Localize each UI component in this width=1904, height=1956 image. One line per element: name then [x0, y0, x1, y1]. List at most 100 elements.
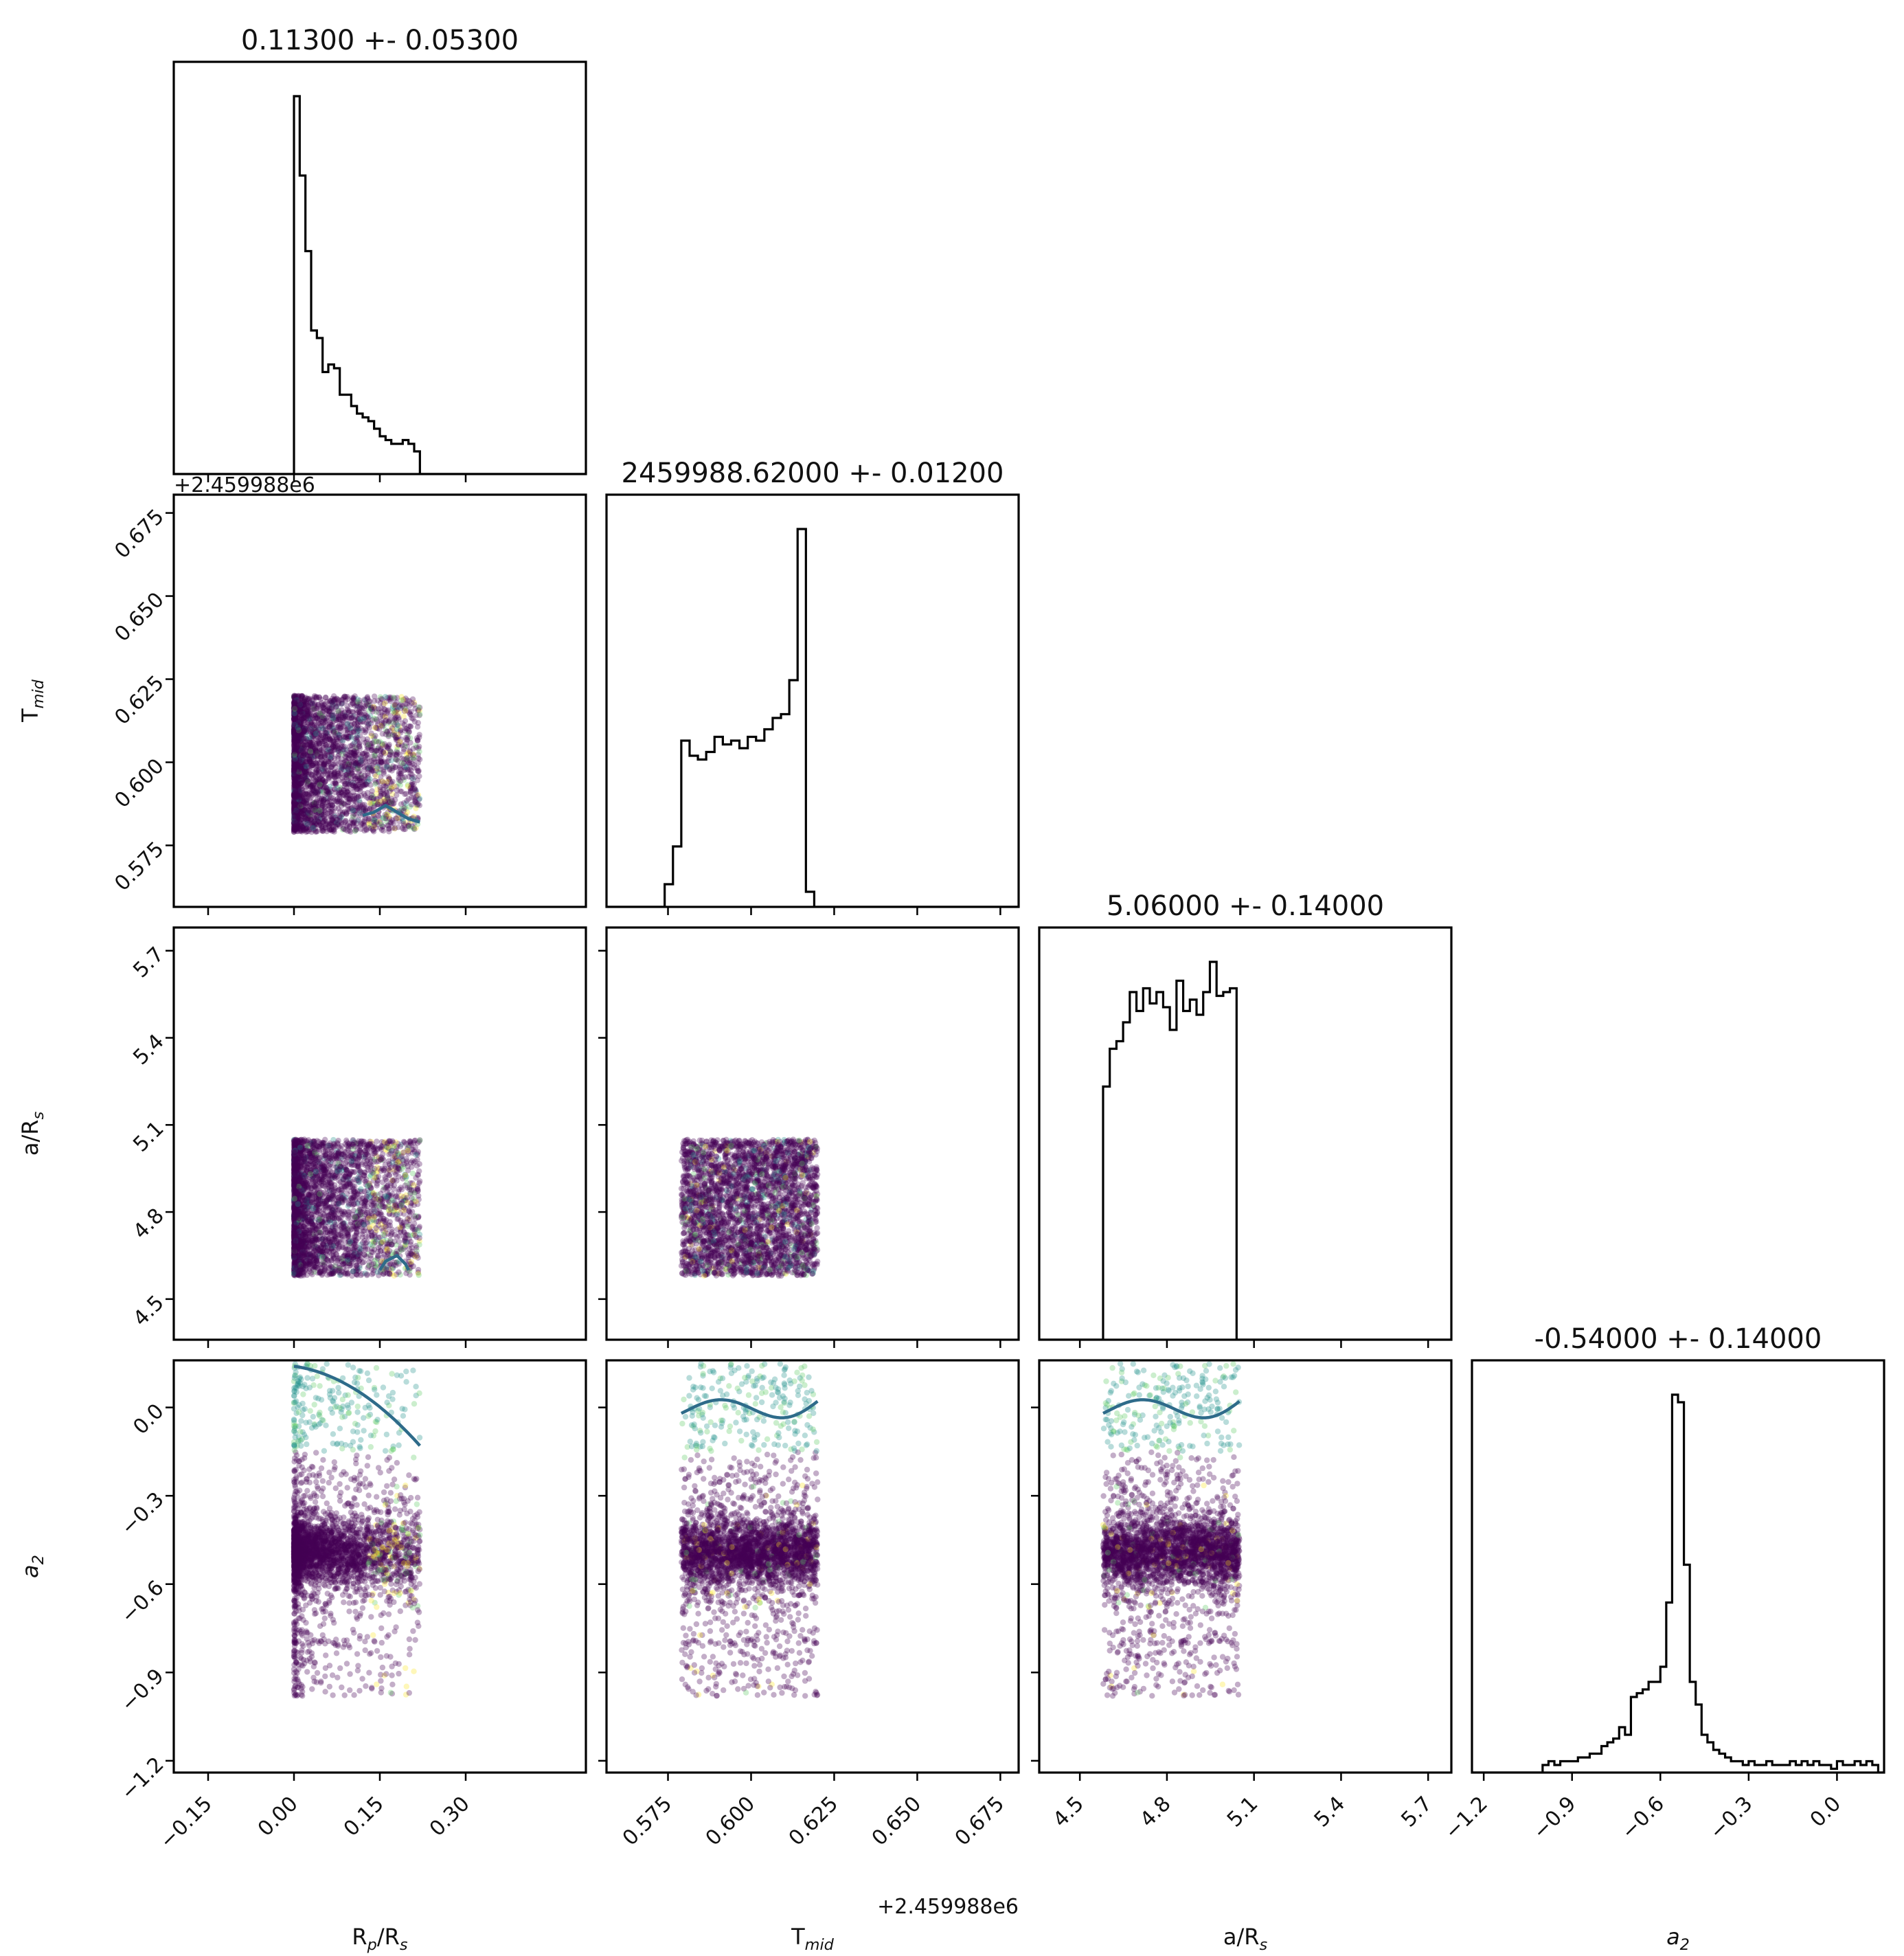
sample-point [295, 772, 302, 778]
sample-point [359, 761, 365, 767]
sample-point [294, 730, 300, 737]
sample-point [291, 810, 297, 817]
sample-point [291, 761, 297, 767]
sample-point [295, 710, 301, 717]
sample-point [407, 739, 413, 746]
sample-point [350, 741, 356, 747]
sample-point [299, 773, 306, 780]
sample-point [315, 779, 321, 785]
sample-point [368, 706, 374, 712]
sample-point [324, 785, 330, 791]
sample-point [405, 750, 411, 757]
sample-point [381, 720, 387, 726]
sample-point [319, 787, 325, 794]
sample-point [356, 710, 363, 716]
sample-point [344, 789, 350, 795]
sample-point [377, 787, 383, 793]
sample-point [303, 787, 309, 794]
sample-point [374, 719, 381, 725]
sample-point [296, 776, 303, 783]
sample-point [354, 726, 361, 732]
sample-point [317, 732, 323, 739]
sample-point [385, 720, 392, 727]
sample-point [367, 795, 374, 801]
sample-point [381, 828, 387, 834]
sample-point [299, 733, 305, 740]
sample-point [378, 695, 385, 702]
sample-point [335, 821, 341, 828]
sample-point [292, 726, 298, 732]
sample-point [292, 713, 298, 719]
sample-point [293, 732, 299, 738]
sample-point [331, 769, 338, 776]
sample-point [295, 753, 301, 759]
sample-point [310, 729, 316, 735]
sample-point [326, 736, 333, 742]
sample-point [343, 732, 349, 738]
sample-point [292, 704, 299, 711]
sample-point [326, 708, 333, 715]
sample-point [394, 749, 400, 755]
sample-point [315, 727, 321, 734]
sample-point [293, 719, 300, 726]
sample-point [292, 785, 299, 792]
sample-point [295, 824, 301, 831]
sample-point [361, 804, 367, 811]
sample-point [318, 737, 325, 743]
sample-point [300, 729, 306, 735]
sample-point [313, 822, 319, 828]
sample-point [310, 787, 317, 793]
sample-point [312, 808, 318, 814]
sample-point [332, 732, 339, 739]
sample-point [302, 737, 308, 743]
sample-point [330, 716, 337, 722]
sample-point [293, 822, 299, 828]
sample-point [291, 772, 297, 778]
sample-point [292, 763, 299, 769]
sample-point [295, 820, 302, 827]
sample-point [320, 704, 326, 710]
sample-point [332, 797, 339, 803]
sample-point [362, 782, 368, 788]
sample-point [291, 818, 297, 825]
sample-point [339, 763, 345, 769]
sample-point [301, 744, 307, 751]
sample-point [300, 760, 306, 767]
sample-point [414, 792, 420, 799]
sample-point [299, 752, 305, 758]
sample-point [347, 750, 353, 756]
sample-point [319, 702, 326, 709]
sample-point [319, 757, 325, 763]
sample-point [340, 717, 346, 723]
sample-point [336, 789, 342, 796]
sample-point [326, 802, 332, 809]
sample-point [384, 745, 391, 751]
sample-point [339, 809, 345, 816]
sample-point [402, 767, 409, 773]
sample-point [354, 728, 360, 735]
sample-point [295, 795, 302, 801]
sample-point [361, 783, 367, 789]
sample-point [308, 727, 315, 733]
sample-point [348, 743, 355, 749]
sample-point [362, 712, 368, 718]
sample-point [297, 735, 303, 742]
sample-point [323, 695, 329, 701]
sample-point [310, 756, 317, 762]
sample-point [354, 793, 360, 799]
sample-point [322, 726, 328, 732]
sample-point [291, 712, 297, 719]
sample-point [304, 697, 310, 704]
sample-point [316, 778, 323, 785]
sample-point [302, 815, 308, 822]
sample-point [337, 724, 344, 730]
sample-point [324, 826, 330, 832]
sample-point [328, 816, 335, 822]
sample-point [352, 762, 358, 769]
sample-point [405, 782, 411, 788]
sample-point [381, 722, 387, 729]
sample-point [412, 787, 418, 793]
sample-point [390, 708, 396, 715]
sample-point [291, 706, 297, 712]
sample-point [371, 756, 377, 763]
